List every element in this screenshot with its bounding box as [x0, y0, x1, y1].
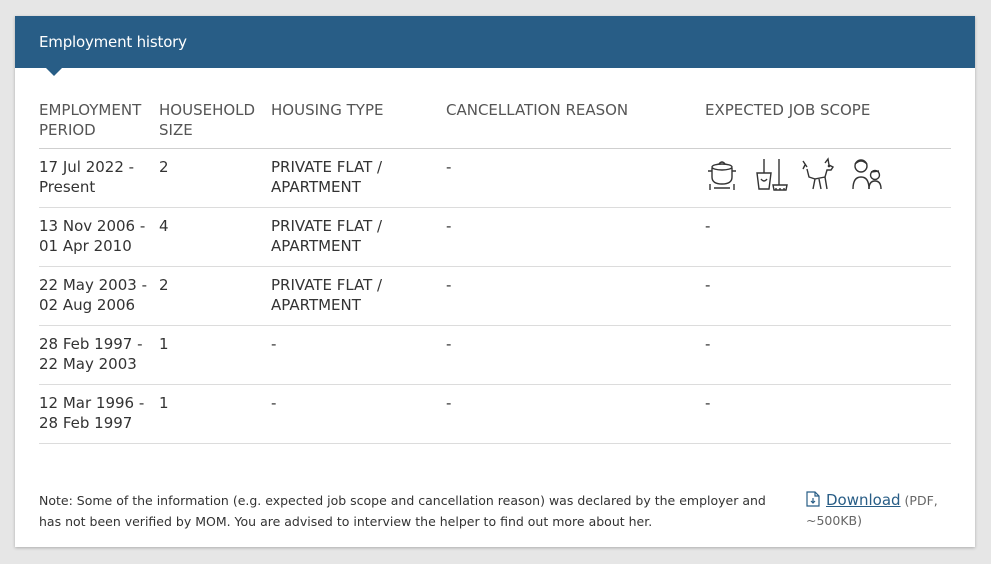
header-cancellation-reason: CANCELLATION REASON [446, 100, 705, 149]
download-link[interactable]: Download [826, 491, 901, 509]
cell-job-scope: - [705, 384, 951, 444]
cell-household-size: 4 [159, 207, 271, 267]
table-row: 28 Feb 1997 - 22 May 2003 1 - - - [39, 325, 951, 385]
cell-housing-type: PRIVATE FLAT / APARTMENT [271, 148, 446, 208]
table-row: 22 May 2003 - 02 Aug 2006 2 PRIVATE FLAT… [39, 266, 951, 326]
cell-period: 28 Feb 1997 - 22 May 2003 [39, 325, 159, 385]
cell-cancellation-reason: - [446, 325, 705, 385]
header-caret [46, 68, 62, 76]
cell-period: 13 Nov 2006 - 01 Apr 2010 [39, 207, 159, 267]
cooking-icon [705, 157, 743, 193]
cell-cancellation-reason: - [446, 207, 705, 267]
cell-job-scope [705, 148, 951, 208]
card-header: Employment history [15, 16, 975, 68]
cell-household-size: 2 [159, 148, 271, 208]
table-row: 12 Mar 1996 - 28 Feb 1997 1 - - - [39, 384, 951, 444]
cell-cancellation-reason: - [446, 266, 705, 326]
header-employment-period: EMPLOYMENT PERIOD [39, 100, 159, 149]
cell-household-size: 1 [159, 325, 271, 385]
document-download-icon[interactable] [806, 491, 820, 507]
cell-period: 17 Jul 2022 - Present [39, 148, 159, 208]
job-scope-icons [705, 157, 947, 193]
table-row: 13 Nov 2006 - 01 Apr 2010 4 PRIVATE FLAT… [39, 207, 951, 267]
cell-cancellation-reason: - [446, 148, 705, 208]
cell-household-size: 1 [159, 384, 271, 444]
cell-housing-type: - [271, 325, 446, 385]
table-header-row: EMPLOYMENT PERIOD HOUSEHOLD SIZE HOUSING… [39, 100, 951, 149]
cell-period: 12 Mar 1996 - 28 Feb 1997 [39, 384, 159, 444]
disclaimer-note: Note: Some of the information (e.g. expe… [39, 493, 766, 529]
card-title: Employment history [39, 33, 187, 51]
cleaning-icon [753, 157, 791, 193]
cell-job-scope: - [705, 266, 951, 326]
employment-history-card: Employment history EMPLOYMENT PERIOD HOU… [15, 16, 975, 547]
table-row: 17 Jul 2022 - Present 2 PRIVATE FLAT / A… [39, 148, 951, 208]
header-household-size: HOUSEHOLD SIZE [159, 100, 271, 149]
cell-job-scope: - [705, 325, 951, 385]
cell-household-size: 2 [159, 266, 271, 326]
cell-housing-type: - [271, 384, 446, 444]
cell-job-scope: - [705, 207, 951, 267]
cell-cancellation-reason: - [446, 384, 705, 444]
cell-housing-type: PRIVATE FLAT / APARTMENT [271, 207, 446, 267]
header-housing-type: HOUSING TYPE [271, 100, 446, 149]
header-expected-job-scope: EXPECTED JOB SCOPE [705, 100, 951, 149]
pet-care-icon [801, 157, 839, 193]
cell-housing-type: PRIVATE FLAT / APARTMENT [271, 266, 446, 326]
download-file-info: (PDF, ~500KB) [806, 493, 938, 528]
download-section: Download (PDF, ~500KB) [806, 490, 956, 531]
employment-history-table: EMPLOYMENT PERIOD HOUSEHOLD SIZE HOUSING… [39, 100, 951, 444]
cell-period: 22 May 2003 - 02 Aug 2006 [39, 266, 159, 326]
child-care-icon [849, 157, 887, 193]
